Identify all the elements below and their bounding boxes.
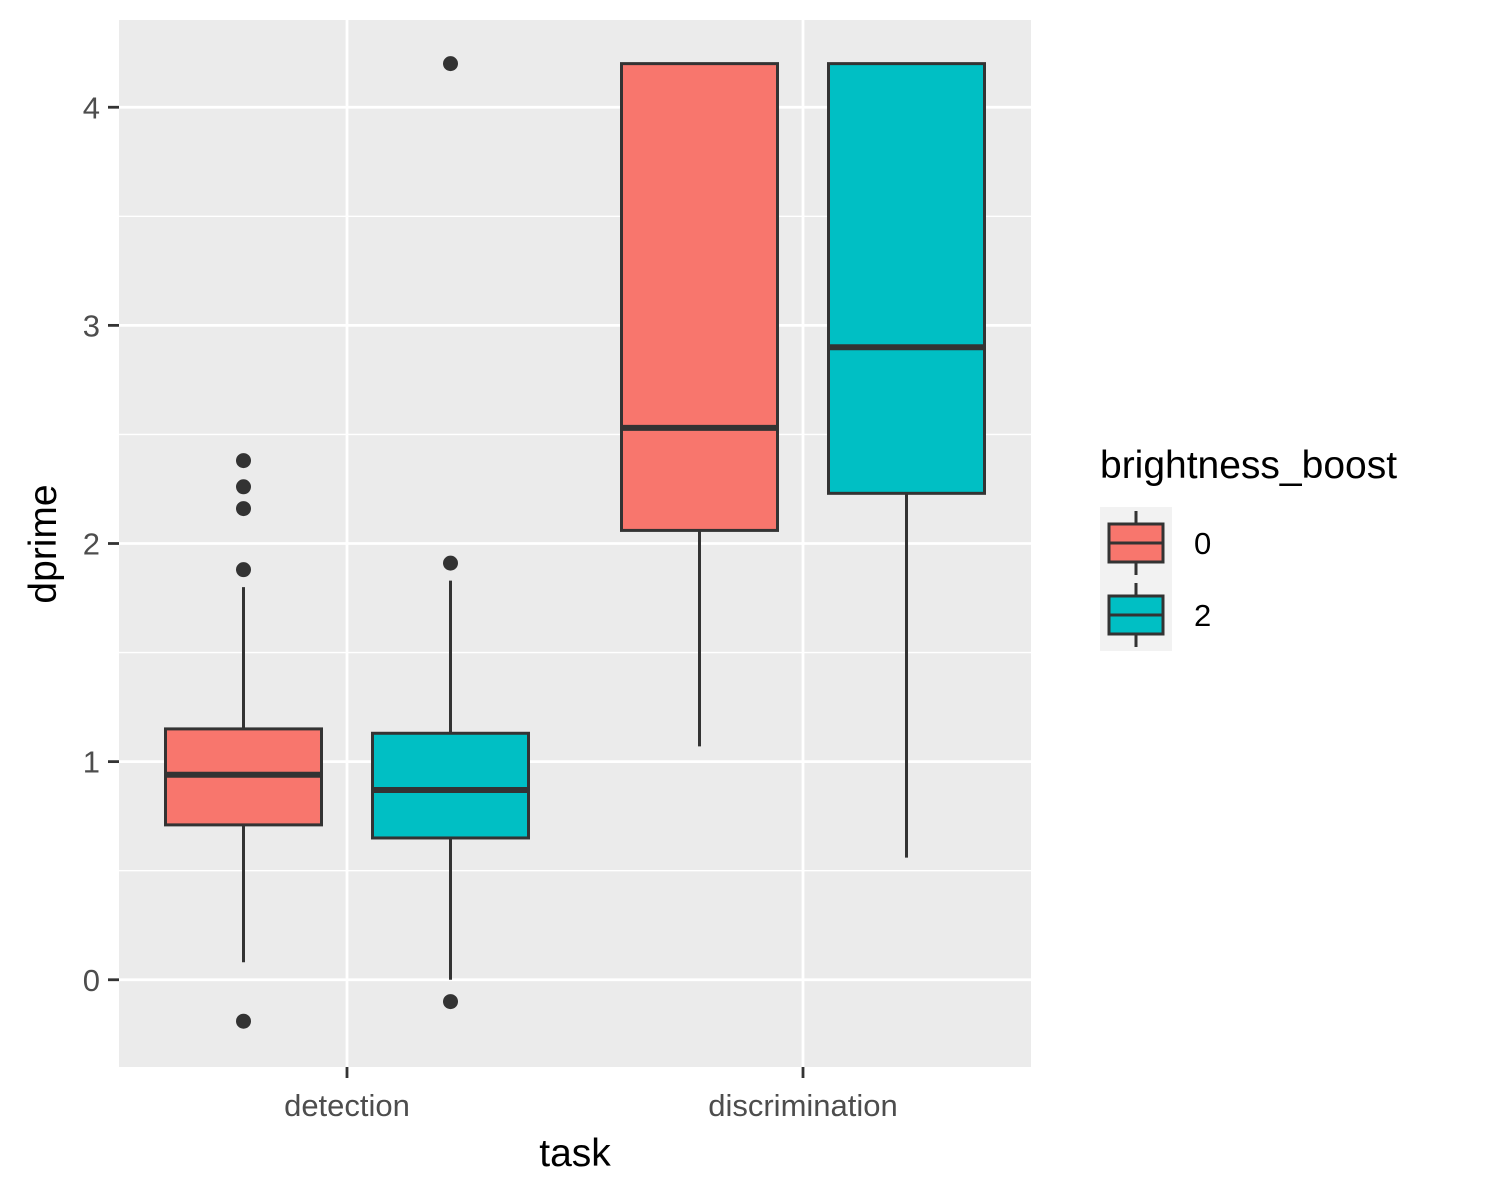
box-discrimination-2 bbox=[827, 62, 986, 858]
legend-entry-2: 2 bbox=[1100, 579, 1211, 651]
outlier-point bbox=[443, 555, 458, 571]
y-axis-title: dprime bbox=[22, 484, 65, 603]
outlier-point bbox=[236, 1013, 251, 1029]
y-tick-label: 1 bbox=[83, 745, 100, 780]
legend: brightness_boost 0 2 bbox=[1100, 444, 1397, 651]
y-tick-label: 2 bbox=[83, 527, 100, 562]
x-tick-label: detection bbox=[284, 1088, 410, 1123]
x-tick-label: discrimination bbox=[708, 1088, 898, 1123]
outlier-point bbox=[236, 479, 251, 495]
box-detection-2 bbox=[371, 56, 530, 1010]
y-tick-label: 3 bbox=[83, 308, 100, 343]
box-discrimination-0 bbox=[620, 62, 779, 747]
legend-label: 2 bbox=[1194, 598, 1211, 633]
y-axis: 0 1 2 3 4 bbox=[83, 90, 119, 998]
x-axis: detection discrimination bbox=[284, 1067, 898, 1123]
major-gridlines bbox=[119, 20, 1031, 1067]
box-iqr bbox=[620, 62, 779, 532]
box-iqr bbox=[371, 731, 530, 840]
outlier-point bbox=[236, 562, 251, 578]
outlier-point bbox=[443, 56, 458, 72]
outlier-point bbox=[236, 453, 251, 469]
outlier-point bbox=[236, 501, 251, 517]
y-tick-label: 0 bbox=[83, 963, 100, 998]
y-tick-label: 4 bbox=[83, 90, 100, 125]
x-axis-title: task bbox=[539, 1132, 611, 1175]
legend-label: 0 bbox=[1194, 526, 1211, 561]
box-detection-0 bbox=[164, 453, 323, 1029]
box-layer bbox=[164, 56, 986, 1029]
legend-title: brightness_boost bbox=[1100, 444, 1397, 487]
box-iqr bbox=[827, 62, 986, 495]
legend-entry-0: 0 bbox=[1100, 507, 1211, 579]
outlier-point bbox=[443, 994, 458, 1010]
